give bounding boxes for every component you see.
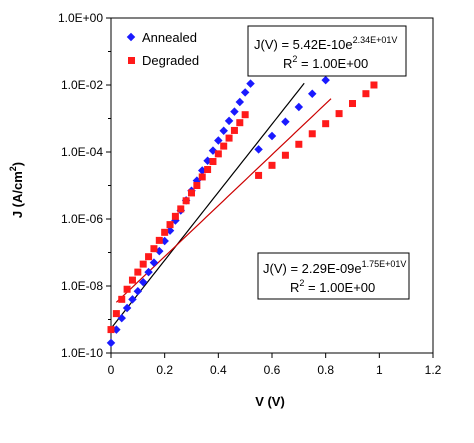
x-tick-label: 0.4 [210,363,227,377]
data-point-degraded [349,100,356,108]
data-point-degraded [281,151,289,159]
data-point-degraded [112,310,120,318]
fit-line-degraded [115,98,332,303]
r-squared-degraded: R2 = 1.00E+00 [290,278,375,295]
data-point-degraded [171,212,179,220]
data-point-annealed [149,258,159,267]
data-point-degraded [308,130,316,138]
data-markers [106,63,378,348]
x-tick-label: 0.6 [264,363,281,377]
data-point-degraded [193,182,201,189]
equation-box-degraded: J(V) = 2.29E-09e1.75E+01V R2 = 1.00E+00 [257,252,410,300]
data-point-degraded [214,150,222,158]
data-point-degraded [161,228,169,236]
y-tick-label: 1.0E-04 [61,145,103,159]
y-tick-label: 1.0E-02 [61,78,103,92]
data-point-degraded [241,111,249,119]
data-point-annealed [133,286,143,296]
data-point-degraded [220,142,228,150]
legend-marker-degraded [128,57,135,64]
equation-annealed: J(V) = 5.42E-10e2.34E+01V [254,35,397,52]
data-point-degraded [209,158,217,166]
data-point-degraded [335,110,343,118]
data-point-annealed [308,89,317,98]
data-point-annealed [138,277,148,287]
data-point-degraded [182,197,190,205]
data-point-annealed [235,97,245,107]
data-point-degraded [225,134,233,142]
legend-label-degraded: Degraded [142,53,199,68]
r-squared-annealed: R2 = 1.00E+00 [283,54,368,71]
data-point-degraded [268,161,276,169]
data-point-degraded [236,119,244,127]
data-point-annealed [106,338,116,348]
x-tick-label: 1.2 [425,363,442,377]
data-point-annealed [294,102,304,112]
data-point-degraded [204,166,212,174]
x-axis-title: V (V) [255,394,285,409]
data-point-degraded [150,245,158,253]
x-tick-label: 0.2 [156,363,173,377]
data-point-annealed [246,79,255,88]
fit-line-annealed [110,82,305,329]
data-point-degraded [322,120,330,128]
y-tick-label: 1.0E-06 [61,212,103,226]
data-point-degraded [134,268,142,276]
data-point-degraded [362,90,370,98]
data-point-annealed [254,145,263,154]
data-point-annealed [281,117,290,126]
data-point-degraded [255,171,263,179]
data-point-degraded [128,276,136,284]
x-tick-label: 0 [108,363,115,377]
data-point-annealed [122,303,132,313]
data-point-degraded [145,253,153,261]
data-point-annealed [267,131,277,141]
y-axis-title: J (A/cm2) [8,162,25,218]
y-tick-label: 1.0E-10 [61,346,103,360]
data-point-degraded [166,221,174,229]
fit-lines [110,82,332,329]
data-point-degraded [177,205,185,213]
data-point-annealed [144,267,153,277]
data-point-annealed [230,107,239,116]
data-point-degraded [123,285,131,293]
data-point-degraded [198,173,206,181]
axes: 0 0.2 0.4 0.6 0.8 1 1.2 1.0E+00 1.0E-02 1.0E-04 1.… [58,11,442,377]
legend-marker-annealed [126,32,136,42]
data-point-degraded [188,189,195,197]
x-tick-label: 0.8 [317,363,334,377]
data-point-annealed [224,116,234,126]
data-point-annealed [321,75,330,85]
legend: Annealed Degraded [126,30,199,68]
data-point-degraded [370,81,378,89]
data-point-annealed [240,88,250,97]
data-point-degraded [107,326,115,334]
data-point-degraded [295,140,303,148]
y-tick-label: 1.0E-08 [61,279,103,293]
data-point-annealed [219,126,228,136]
equation-box-annealed: J(V) = 5.42E-10e2.34E+01V R2 = 1.00E+00 [247,25,407,77]
y-tick-label: 1.0E+00 [58,11,103,25]
data-point-degraded [155,236,163,244]
data-point-degraded [230,126,238,134]
equation-degraded: J(V) = 2.29E-09e1.75E+01V [263,259,406,276]
x-tick-label: 1 [376,363,383,377]
data-point-degraded [118,295,126,303]
data-point-annealed [128,295,137,304]
legend-label-annealed: Annealed [142,30,197,45]
data-point-degraded [139,260,147,268]
